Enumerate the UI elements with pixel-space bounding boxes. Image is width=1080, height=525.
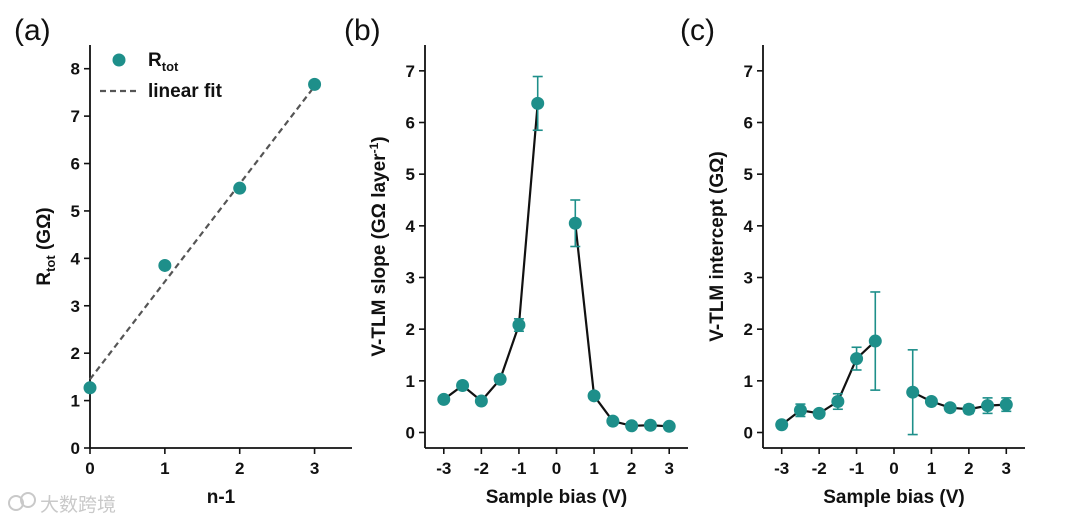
panel-a-data-point <box>83 381 97 395</box>
panel-c-x-tick-label: -3 <box>774 459 789 478</box>
panel-c-y-tick-label: 5 <box>744 165 753 184</box>
panel-c-y-tick-label: 6 <box>744 114 753 133</box>
panel-b-y-tick-label: 0 <box>406 424 415 443</box>
panel-c-x-tick-label: -2 <box>812 459 827 478</box>
panel-c-data-point <box>850 352 864 366</box>
panel-a-legend-fit-label: linear fit <box>148 81 223 102</box>
panel-b-x-tick-label: 0 <box>552 459 561 478</box>
panel-a-data-point <box>158 258 172 272</box>
panel-c-x-tick-label: 0 <box>889 459 898 478</box>
panel-a-y-tick-label: 8 <box>71 60 80 79</box>
panel-b-y-tick-label: 2 <box>406 320 415 339</box>
panel-c-data-point <box>924 395 938 408</box>
panel-b-x-tick-label: 2 <box>627 459 636 478</box>
panel-b-data-point <box>606 414 620 428</box>
panel-b-data-point <box>662 419 676 433</box>
panel-c-data-point <box>868 334 882 348</box>
panel-c-data-point <box>831 395 845 408</box>
panel-c-y-tick-label: 0 <box>744 424 753 443</box>
panel-a-data-point <box>308 77 322 91</box>
panel-a: (a) 0 1 2 3 4 5 6 7 8 0 1 2 3 n-1 Rtot (GΩ) Rtot linear … <box>14 14 352 508</box>
panel-c-data-point <box>793 403 807 417</box>
panel-c-x-tick-label: 2 <box>964 459 973 478</box>
panel-c-y-tick-label: 7 <box>744 62 753 81</box>
panel-a-y-tick-label: 6 <box>71 155 80 174</box>
panel-b-data-point <box>512 318 526 332</box>
panel-b-data-point <box>437 392 451 406</box>
panel-c-x-axis-title: Sample bias (V) <box>823 487 965 508</box>
panel-a-x-tick-label: 2 <box>235 459 244 478</box>
panel-c-data-point <box>943 401 957 415</box>
panel-c-data-point <box>981 399 995 413</box>
panel-c-y-tick-label: 1 <box>744 372 753 391</box>
panel-b-x-tick-label: 1 <box>589 459 598 478</box>
panel-b-y-tick-label: 6 <box>406 114 415 133</box>
panel-b-x-tick-label: -3 <box>436 459 451 478</box>
panel-b-data-point <box>568 216 582 230</box>
panel-c-y-tick-label: 2 <box>744 320 753 339</box>
panel-b-data-point <box>474 394 488 408</box>
watermark-text: 大数跨境 <box>40 494 116 516</box>
panel-c-x-tick-label: 1 <box>927 459 936 478</box>
watermark-logo-icon-2 <box>20 492 36 508</box>
panel-c-data-point <box>999 398 1013 412</box>
watermark-logo-icon <box>8 495 24 511</box>
panel-b-x-axis-title: Sample bias (V) <box>486 487 628 508</box>
panel-a-y-tick-label: 0 <box>71 439 80 458</box>
panel-a-legend-label: Rtot <box>148 50 179 74</box>
panel-c-data-point <box>775 418 789 432</box>
panel-b-y-tick-label: 1 <box>406 372 415 391</box>
panel-b-data-point <box>493 372 507 386</box>
panel-a-legend-marker <box>112 53 126 67</box>
panel-b-y-tick-label: 7 <box>406 62 415 81</box>
panel-b-data-point <box>531 96 545 110</box>
panel-b-x-tick-label: -1 <box>511 459 526 478</box>
panel-a-y-tick-label: 1 <box>71 392 80 411</box>
panel-a-x-axis-title: n-1 <box>207 487 236 508</box>
panel-a-y-tick-label: 2 <box>71 344 80 363</box>
panel-c-y-tick-label: 4 <box>744 217 754 236</box>
panel-b-x-tick-label: -2 <box>474 459 489 478</box>
panel-b-x-tick-label: 3 <box>664 459 673 478</box>
panel-b-data-point <box>643 418 657 432</box>
panel-a-x-tick-label: 1 <box>160 459 169 478</box>
panel-a-y-tick-label: 7 <box>71 107 80 126</box>
panel-c-data-point <box>962 402 976 416</box>
panel-a-fit-line <box>89 85 316 380</box>
panel-b-data-point <box>456 378 470 392</box>
panel-a-data-point <box>233 181 247 195</box>
panel-b-label: (b) <box>344 14 381 47</box>
panel-c: (c) 0 1 2 3 4 5 6 7 -3 -2 -1 0 1 2 3 Sample bias (V) V-T… <box>680 14 1025 508</box>
panel-c-x-tick-label: -1 <box>849 459 864 478</box>
panel-a-y-tick-label: 4 <box>71 249 81 268</box>
panel-a-x-tick-label: 3 <box>310 459 319 478</box>
watermark: 大数跨境 <box>8 492 116 516</box>
panel-b-y-tick-label: 3 <box>406 269 415 288</box>
panel-a-y-axis-title: Rtot (GΩ) <box>34 207 58 285</box>
panel-b-series-line-1 <box>443 103 539 403</box>
panel-c-label: (c) <box>680 14 715 47</box>
panel-b-data-point <box>625 419 639 433</box>
panel-a-x-tick-label: 0 <box>85 459 94 478</box>
panel-c-y-axis-title: V-TLM intercept (GΩ) <box>707 151 728 341</box>
panel-b-y-axis-title: V-TLM slope (GΩ layer-1) <box>367 136 390 356</box>
panel-a-y-tick-label: 3 <box>71 297 80 316</box>
panel-b-y-tick-label: 4 <box>406 217 416 236</box>
panel-b-y-tick-label: 5 <box>406 165 415 184</box>
panel-c-x-tick-label: 3 <box>1002 459 1011 478</box>
panel-c-data-point <box>906 385 920 399</box>
panel-c-y-tick-label: 3 <box>744 269 753 288</box>
panel-b: (b) 0 1 2 3 4 5 6 7 -3 -2 -1 0 1 2 3 Sample bias (V) V-T… <box>344 14 688 508</box>
panel-b-data-point <box>587 389 601 403</box>
panel-c-data-point <box>812 406 826 420</box>
panel-a-label: (a) <box>14 14 51 47</box>
panel-a-y-tick-label: 5 <box>71 202 80 221</box>
